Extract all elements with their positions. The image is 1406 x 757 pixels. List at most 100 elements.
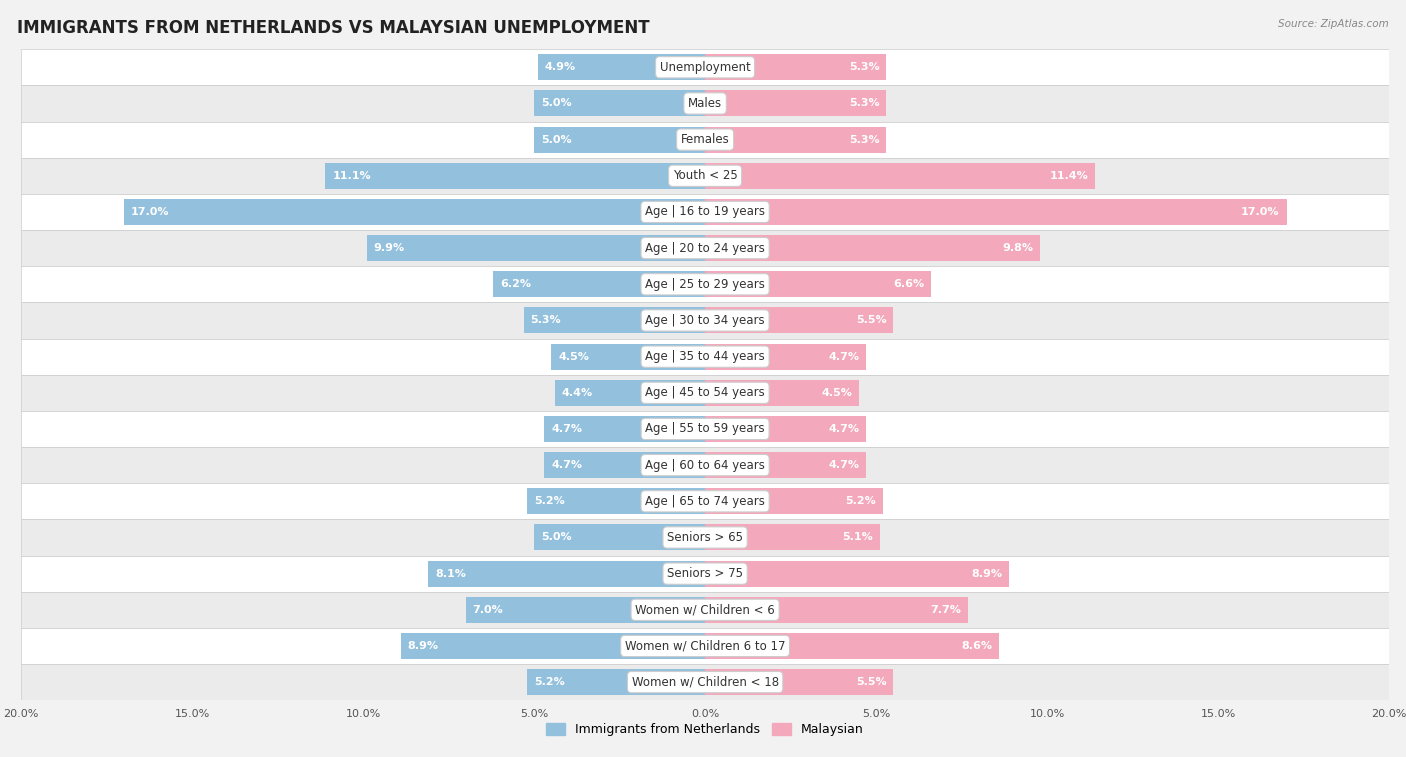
Text: Women w/ Children < 6: Women w/ Children < 6: [636, 603, 775, 616]
Bar: [401, 633, 706, 659]
Text: Age | 35 to 44 years: Age | 35 to 44 years: [645, 350, 765, 363]
Bar: [706, 163, 1095, 188]
FancyBboxPatch shape: [21, 122, 1389, 157]
Text: Age | 60 to 64 years: Age | 60 to 64 years: [645, 459, 765, 472]
Bar: [534, 90, 706, 117]
Bar: [527, 488, 706, 514]
FancyBboxPatch shape: [21, 483, 1389, 519]
Text: 5.2%: 5.2%: [534, 678, 565, 687]
Text: Age | 20 to 24 years: Age | 20 to 24 years: [645, 241, 765, 254]
Bar: [706, 90, 886, 117]
Text: 6.2%: 6.2%: [501, 279, 531, 289]
Text: 7.7%: 7.7%: [931, 605, 962, 615]
FancyBboxPatch shape: [21, 592, 1389, 628]
Text: Seniors > 65: Seniors > 65: [666, 531, 744, 544]
Legend: Immigrants from Netherlands, Malaysian: Immigrants from Netherlands, Malaysian: [547, 723, 863, 737]
Text: 5.3%: 5.3%: [849, 98, 880, 108]
Bar: [706, 597, 969, 623]
Bar: [554, 380, 706, 406]
Bar: [527, 669, 706, 695]
Bar: [494, 271, 706, 298]
Text: 17.0%: 17.0%: [1241, 207, 1279, 217]
Text: Age | 16 to 19 years: Age | 16 to 19 years: [645, 205, 765, 219]
Text: 17.0%: 17.0%: [131, 207, 169, 217]
Text: Source: ZipAtlas.com: Source: ZipAtlas.com: [1278, 19, 1389, 29]
Bar: [124, 199, 706, 225]
Text: 8.9%: 8.9%: [972, 569, 1002, 578]
Text: IMMIGRANTS FROM NETHERLANDS VS MALAYSIAN UNEMPLOYMENT: IMMIGRANTS FROM NETHERLANDS VS MALAYSIAN…: [17, 19, 650, 37]
Text: Age | 65 to 74 years: Age | 65 to 74 years: [645, 495, 765, 508]
Text: Age | 30 to 34 years: Age | 30 to 34 years: [645, 314, 765, 327]
Text: 7.0%: 7.0%: [472, 605, 503, 615]
Text: 5.0%: 5.0%: [541, 98, 572, 108]
Text: 4.7%: 4.7%: [828, 460, 859, 470]
Bar: [706, 452, 866, 478]
FancyBboxPatch shape: [21, 628, 1389, 664]
Text: 4.5%: 4.5%: [558, 352, 589, 362]
FancyBboxPatch shape: [21, 230, 1389, 266]
Bar: [706, 344, 866, 369]
FancyBboxPatch shape: [21, 338, 1389, 375]
Bar: [706, 235, 1040, 261]
Bar: [706, 126, 886, 153]
Text: 4.7%: 4.7%: [828, 424, 859, 434]
FancyBboxPatch shape: [21, 194, 1389, 230]
Text: 5.0%: 5.0%: [541, 135, 572, 145]
Text: 4.5%: 4.5%: [821, 388, 852, 397]
Text: 11.1%: 11.1%: [332, 171, 371, 181]
Text: Age | 55 to 59 years: Age | 55 to 59 years: [645, 422, 765, 435]
Text: Women w/ Children 6 to 17: Women w/ Children 6 to 17: [624, 640, 786, 653]
Text: Females: Females: [681, 133, 730, 146]
FancyBboxPatch shape: [21, 375, 1389, 411]
Text: 4.7%: 4.7%: [551, 460, 582, 470]
Text: 4.7%: 4.7%: [828, 352, 859, 362]
Text: 11.4%: 11.4%: [1049, 171, 1088, 181]
FancyBboxPatch shape: [21, 86, 1389, 122]
Text: Males: Males: [688, 97, 723, 110]
Text: 5.5%: 5.5%: [856, 316, 886, 326]
Text: 8.9%: 8.9%: [408, 641, 439, 651]
Bar: [367, 235, 706, 261]
Text: 5.2%: 5.2%: [534, 497, 565, 506]
Bar: [706, 199, 1286, 225]
Bar: [534, 126, 706, 153]
Text: Age | 45 to 54 years: Age | 45 to 54 years: [645, 386, 765, 399]
Bar: [706, 633, 1000, 659]
Text: 5.2%: 5.2%: [845, 497, 876, 506]
Bar: [325, 163, 706, 188]
Bar: [544, 452, 706, 478]
Bar: [706, 55, 886, 80]
Bar: [544, 416, 706, 442]
Bar: [706, 307, 893, 334]
FancyBboxPatch shape: [21, 447, 1389, 483]
Bar: [706, 561, 1010, 587]
Bar: [534, 525, 706, 550]
Text: 8.1%: 8.1%: [434, 569, 465, 578]
Text: Women w/ Children < 18: Women w/ Children < 18: [631, 676, 779, 689]
Bar: [537, 55, 706, 80]
FancyBboxPatch shape: [21, 49, 1389, 86]
Bar: [524, 307, 706, 334]
Bar: [706, 380, 859, 406]
FancyBboxPatch shape: [21, 664, 1389, 700]
Bar: [706, 416, 866, 442]
Text: 4.7%: 4.7%: [551, 424, 582, 434]
FancyBboxPatch shape: [21, 302, 1389, 338]
FancyBboxPatch shape: [21, 266, 1389, 302]
Text: Youth < 25: Youth < 25: [672, 170, 738, 182]
Text: 5.3%: 5.3%: [849, 135, 880, 145]
Text: 4.4%: 4.4%: [561, 388, 592, 397]
Text: Unemployment: Unemployment: [659, 61, 751, 73]
Text: 5.5%: 5.5%: [856, 678, 886, 687]
Text: Age | 25 to 29 years: Age | 25 to 29 years: [645, 278, 765, 291]
Bar: [427, 561, 706, 587]
FancyBboxPatch shape: [21, 157, 1389, 194]
Text: 8.6%: 8.6%: [962, 641, 993, 651]
FancyBboxPatch shape: [21, 411, 1389, 447]
Text: 5.3%: 5.3%: [530, 316, 561, 326]
Bar: [706, 488, 883, 514]
Text: 6.6%: 6.6%: [893, 279, 924, 289]
Bar: [465, 597, 706, 623]
Text: Seniors > 75: Seniors > 75: [666, 567, 744, 580]
Bar: [706, 669, 893, 695]
